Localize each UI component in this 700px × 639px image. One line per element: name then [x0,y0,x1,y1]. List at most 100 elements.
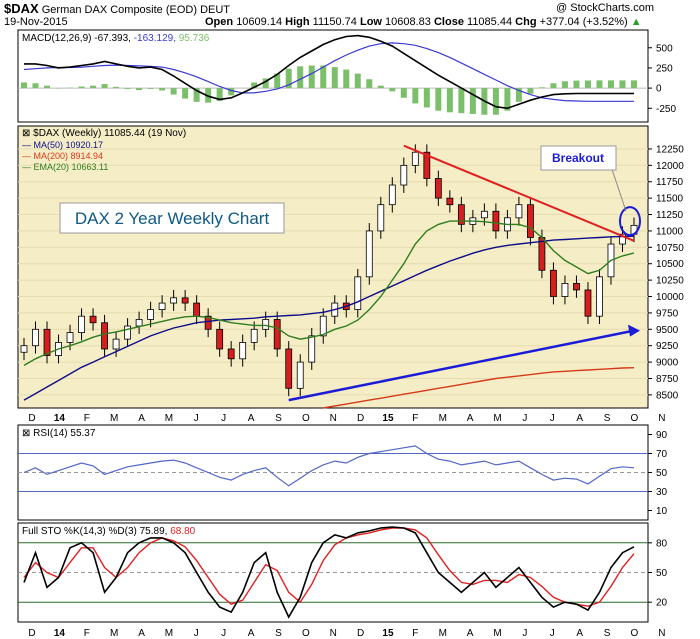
price-y-tick-label: 8750 [656,374,679,385]
close-value: 11085.44 [467,16,513,28]
price-x-axis-label: 14 [54,413,66,424]
date-line: 19-Nov-2015 [4,16,68,28]
price-x-axis-label: A [138,413,145,424]
watermark: @ StockCharts.com [556,2,654,14]
price-candle [239,342,247,360]
callout-text: Breakout [552,151,604,165]
sto-x-axis-label: D [28,628,35,639]
price-candle [446,197,454,206]
sto-x-axis-label: N [658,628,665,639]
macd-histogram-bar [170,88,177,95]
price-x-axis-label: D [28,413,35,424]
macd-histogram-bar [527,88,534,94]
macd-histogram-bar [469,88,476,114]
macd-histogram-bar [573,80,580,89]
price-candle [388,184,396,206]
price-x-axis-label: S [275,413,282,424]
ema20-line [23,220,635,367]
callout-box [540,145,617,171]
macd-histogram-bar [251,82,258,89]
price-candle [434,178,442,199]
sto-x-axis-label: S [275,628,282,639]
price-candle [147,309,155,320]
price-candle [296,361,304,389]
price-candle [457,204,465,225]
price-candle [227,348,235,360]
price-candle [193,302,201,317]
price-candle [354,276,362,311]
price-candle [538,237,546,271]
macd-y-tick-label: -250 [656,104,676,115]
macd-histogram-bar [320,65,327,89]
price-y-tick-label: 10250 [656,276,684,287]
ma50-legend: — MA(50) 10920.17 [22,140,103,150]
price-candle [515,204,523,219]
open-label: Open [205,16,234,28]
price-x-axis-label: J [522,413,527,424]
price-x-axis-label: F [412,413,418,424]
price-candle [112,338,120,350]
chg-up-arrow-icon: ▲ [630,16,642,28]
price-candle [285,348,293,389]
sto-k-line [23,526,635,619]
macd-histogram-bar [101,84,108,89]
ma200-legend: — MA(200) 8914.94 [22,151,103,161]
price-candle [89,315,97,324]
macd-histogram-bar [607,80,614,89]
price-y-tick-label: 8500 [656,390,679,401]
price-candle [480,210,488,219]
rsi-y-tick-label: 50 [656,468,668,479]
chart-title-box-text: DAX 2 Year Weekly Chart [75,209,270,228]
price-x-axis-label: M [439,413,447,424]
macd-histogram-bar [366,79,373,89]
macd-histogram-bar [78,86,85,89]
price-y-tick-label: 10750 [656,243,684,254]
macd-line [24,34,634,110]
sto-x-axis-label: M [439,628,447,639]
chg-value: +377.04 (+3.52%) [539,16,628,28]
price-candle [492,210,500,232]
rsi-y-tick-label: 10 [656,506,668,517]
price-candle [527,204,534,238]
sto-y-tick-label: 50 [656,568,668,579]
sto-x-axis-label: A [576,628,583,639]
sto-x-axis-label: F [84,628,90,639]
price-candle [181,297,189,304]
price-x-axis-label: J [221,413,226,424]
macd-histogram-bar [492,88,499,115]
price-candle [561,282,569,297]
macd-histogram-bar [561,81,568,89]
macd-histogram-bar [193,88,200,102]
sto-x-axis-label: M [493,628,501,639]
macd-histogram-bar [550,83,557,89]
resistance-trendline [403,144,635,242]
price-x-axis-label: D [357,413,364,424]
macd-legend: MACD(12,26,9) -67.393, -163.129, 95.736 [22,33,210,44]
macd-histogram-bar [113,86,120,89]
breakout-circle [619,206,641,237]
sto-x-axis-label: M [110,628,118,639]
price-candle [262,319,270,330]
price-candle [377,204,385,232]
price-candle [101,322,108,350]
price-x-axis-label: A [576,413,583,424]
price-y-tick-label: 12250 [656,144,684,155]
macd-histogram-bar [182,88,189,99]
price-candle [319,315,327,337]
price-y-tick-label: 11250 [656,210,684,221]
sto-x-axis-label: J [194,628,199,639]
chart-date: 19-Nov-2015 [4,16,68,28]
close-label: Close [433,16,464,28]
price-candle [20,345,28,353]
macd-histogram-bar [377,85,384,89]
sto-legend: Full STO %K(14,3) %D(3) 75.89, 68.80 [22,526,196,537]
price-x-axis-label: M [110,413,118,424]
price-x-axis-label: S [604,413,611,424]
macd-histogram-bar [90,85,97,89]
price-candle [66,332,74,343]
price-x-axis-label: 15 [382,413,394,424]
title-line: $DAX German DAX Composite (EOD) DEUT [4,1,230,16]
macd-histogram-bar [308,65,315,89]
macd-histogram-bar [32,83,39,89]
price-y-tick-label: 9500 [656,325,679,336]
